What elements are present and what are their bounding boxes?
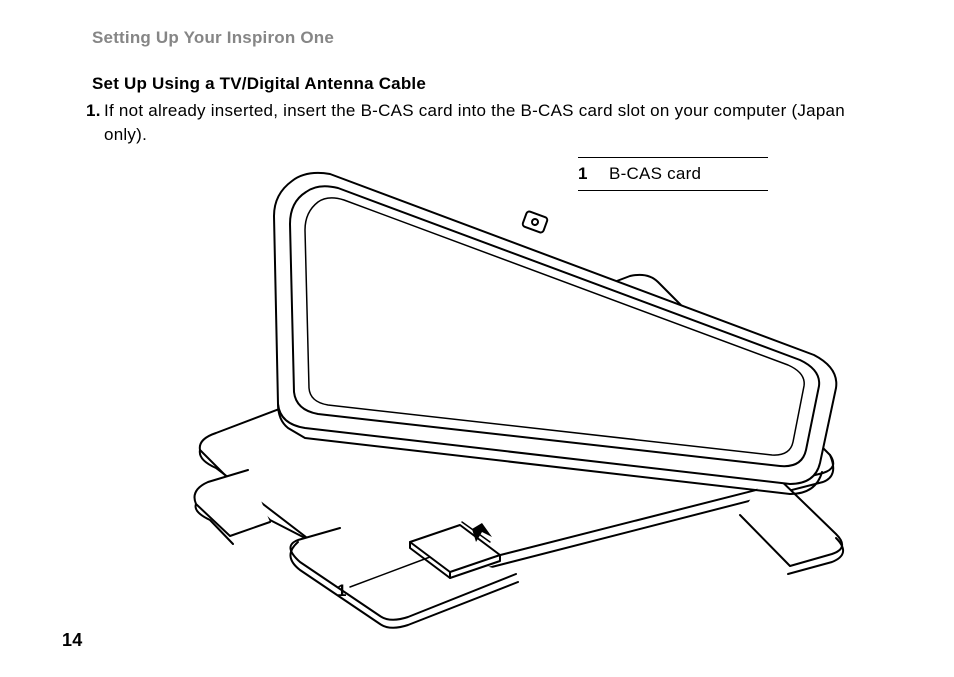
step-1-text: If not already inserted, insert the B-CA… bbox=[104, 101, 845, 144]
page-number: 14 bbox=[62, 630, 82, 651]
camera-module bbox=[522, 211, 548, 234]
section-title: Set Up Using a TV/Digital Antenna Cable bbox=[92, 74, 426, 94]
page-root: Setting Up Your Inspiron One Set Up Usin… bbox=[0, 0, 954, 677]
device-figure bbox=[130, 150, 860, 600]
step-1-number: 1. bbox=[86, 99, 104, 123]
figure-leader-label: 1 bbox=[337, 581, 347, 601]
page-header-title: Setting Up Your Inspiron One bbox=[92, 28, 334, 48]
step-1: 1. If not already inserted, insert the B… bbox=[104, 99, 884, 147]
device-svg bbox=[130, 150, 860, 630]
